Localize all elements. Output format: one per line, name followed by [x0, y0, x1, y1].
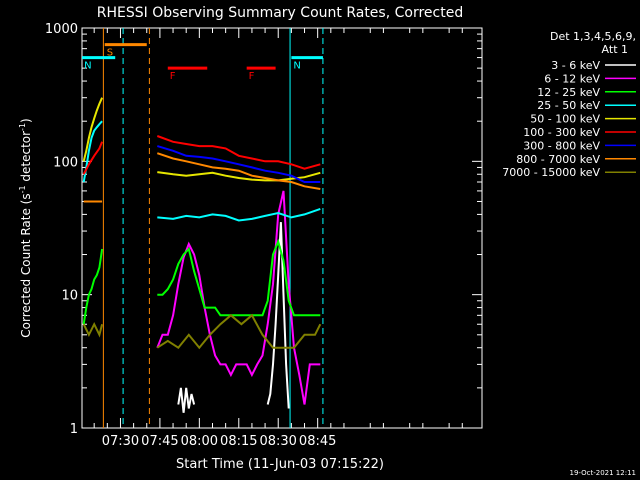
series-line — [157, 238, 321, 317]
legend-label: 800 - 7000 keV — [516, 153, 600, 166]
y-axis-label-exponent: -1 — [18, 123, 27, 131]
legend-label: 3 - 6 keV — [551, 59, 600, 72]
series-line — [82, 248, 104, 325]
y-tick-label: 10 — [61, 289, 78, 304]
series-line — [266, 222, 290, 409]
legend-label: 50 - 100 keV — [530, 113, 600, 126]
x-axis-label: Start Time (11-Jun-03 07:15:22) — [176, 457, 384, 472]
annotation-label: F — [249, 71, 255, 82]
series-line — [157, 171, 321, 182]
y-tick-label: 1000 — [45, 22, 78, 37]
legend-label: 12 - 25 keV — [537, 86, 600, 99]
y-axis-label: Corrected Count Rate (s-1 detector-1) — [18, 118, 33, 337]
x-tick-label: 08:00 — [181, 434, 218, 449]
series-line — [156, 135, 321, 170]
series-line — [82, 141, 104, 175]
footer-date: 19-Oct-2021 12:11 — [570, 469, 636, 477]
legend-label: 300 - 800 keV — [523, 139, 600, 152]
legend-label: 6 - 12 keV — [544, 72, 600, 85]
legend-label: 100 - 300 keV — [523, 126, 600, 139]
annotation-label: S — [107, 48, 113, 59]
legend-header-line: Att 1 — [602, 43, 628, 56]
y-axis-label-part: detector — [19, 131, 33, 186]
chart-title: RHESSI Observing Summary Count Rates, Co… — [97, 5, 463, 21]
legend-label: 25 - 50 keV — [537, 99, 600, 112]
legend-label: 7000 - 15000 keV — [502, 166, 600, 179]
series-line — [157, 145, 321, 183]
series-line — [156, 190, 321, 405]
y-axis-label-part: ) — [19, 118, 33, 123]
x-tick-label: 07:45 — [141, 434, 178, 449]
y-axis-label-exponent: -1 — [18, 185, 27, 193]
annotation-label: N — [293, 61, 300, 72]
series-line — [157, 207, 321, 222]
x-tick-label: 08:30 — [259, 434, 296, 449]
y-axis-label-part: Corrected Count Rate (s — [19, 193, 33, 337]
plot-frame — [81, 27, 483, 429]
x-tick-label: 08:45 — [299, 434, 336, 449]
y-tick-label: 100 — [53, 155, 78, 170]
series-line — [156, 152, 321, 190]
x-tick-label: 08:15 — [220, 434, 257, 449]
annotation-label: N — [84, 61, 91, 72]
series-line — [82, 120, 103, 183]
series-line — [177, 387, 196, 413]
annotation-label: F — [170, 71, 176, 82]
series-line — [156, 313, 322, 350]
y-tick-label: 1 — [70, 422, 78, 437]
series-line — [82, 321, 104, 338]
series-line — [82, 97, 104, 162]
legend-header-line: Det 1,3,4,5,6,9, — [550, 30, 636, 43]
plot-area: 1 10 100 1000 07:30 07:45 08:00 08:15 08:30 08:45… — [45, 22, 483, 449]
x-tick-label: 07:30 — [102, 434, 139, 449]
